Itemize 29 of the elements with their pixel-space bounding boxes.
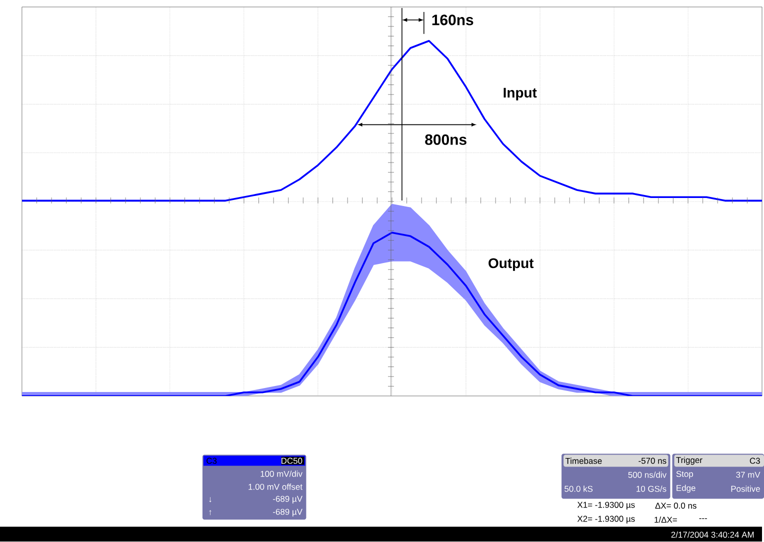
text: C3 bbox=[206, 458, 217, 464]
text: --- bbox=[699, 518, 707, 520]
text: 50.0 kS bbox=[564, 486, 593, 492]
text: 500 ns/div bbox=[628, 472, 667, 478]
series-label: Input bbox=[504, 88, 537, 101]
text: Positive bbox=[731, 486, 760, 492]
text: -689 µV bbox=[273, 496, 302, 504]
text: X1= -1.9300 µs bbox=[577, 502, 635, 510]
series-label: Output bbox=[488, 258, 534, 272]
text: 2/17/2004 3:40:24 AM bbox=[671, 532, 754, 538]
text: ↑ bbox=[209, 510, 212, 516]
text: 1/ΔX= bbox=[654, 516, 677, 523]
text: 100 mV/div bbox=[260, 470, 302, 478]
text: ΔX= 0.0 ns bbox=[655, 502, 696, 509]
text: Timebase bbox=[565, 458, 602, 464]
text: Stop bbox=[676, 471, 694, 479]
text: ↓ bbox=[209, 497, 212, 502]
text: -570 ns bbox=[638, 458, 666, 464]
text: -689 µV bbox=[273, 509, 302, 517]
text: 160ns bbox=[432, 14, 474, 26]
text: Trigger bbox=[676, 457, 702, 465]
text: 10 GS/s bbox=[636, 486, 666, 492]
text: DC50 bbox=[282, 458, 302, 464]
text: X2= -1.9300 µs bbox=[577, 516, 635, 524]
annotation: 800ns bbox=[425, 134, 466, 146]
text: 37 mV bbox=[736, 472, 760, 478]
text: 1.00 mV offset bbox=[248, 484, 302, 490]
text: Edge bbox=[676, 484, 696, 493]
text: C3 bbox=[750, 458, 760, 464]
